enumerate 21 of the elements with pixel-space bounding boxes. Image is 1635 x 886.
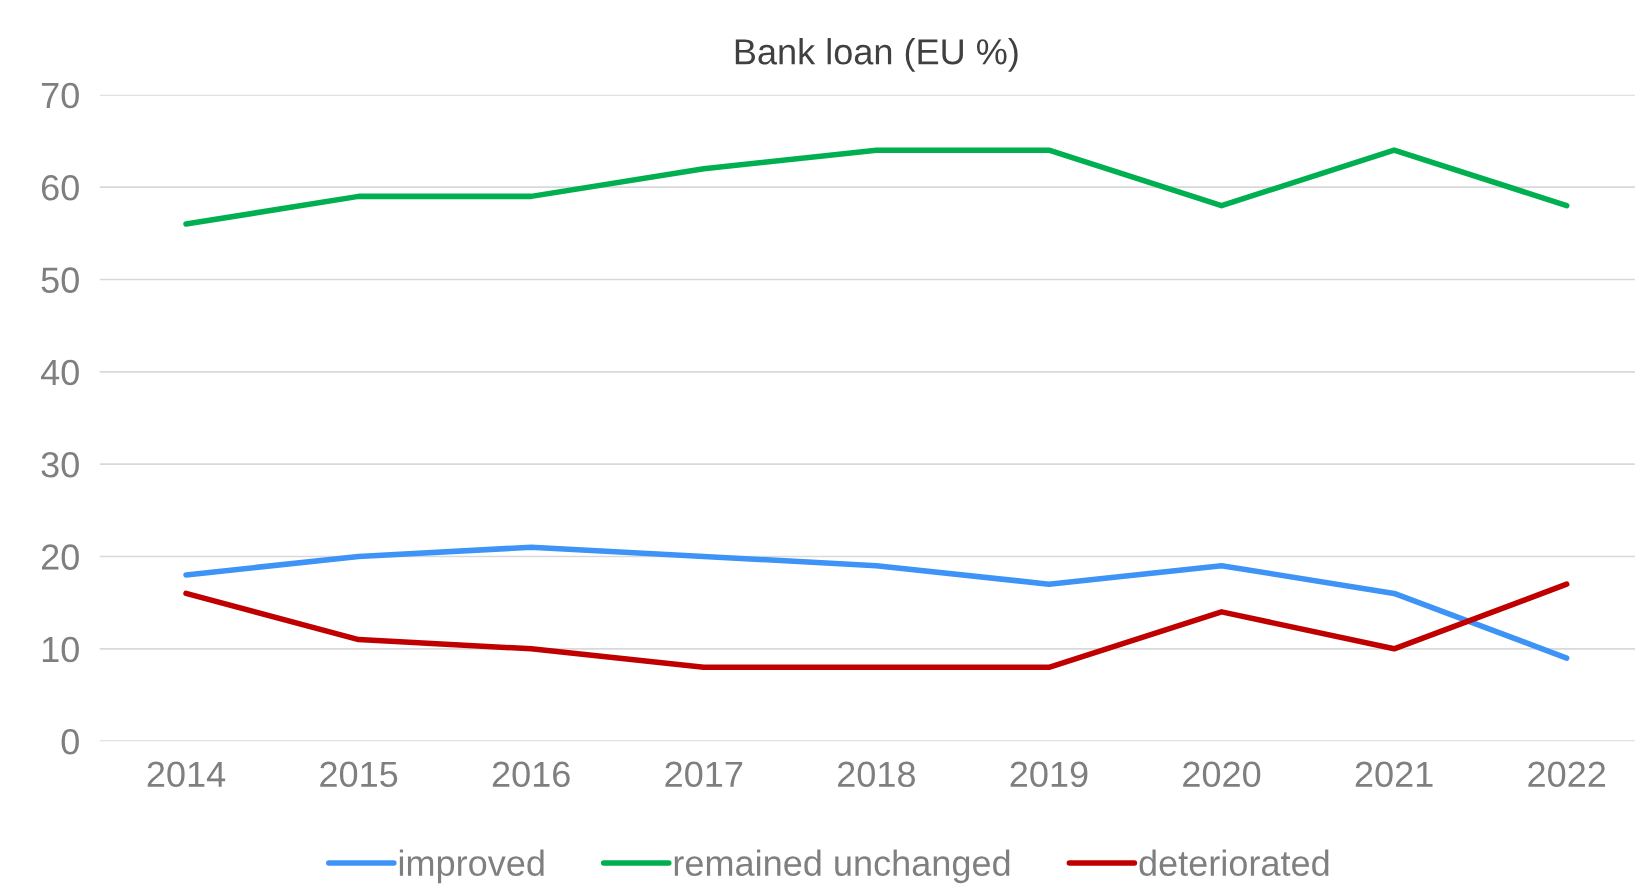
x-tick-label: 2017 — [665, 761, 743, 788]
x-tick-label: 2014 — [147, 761, 226, 788]
y-tick-label: 30 — [41, 452, 79, 478]
x-tick-label: 2020 — [1183, 761, 1261, 788]
x-tick-label: 2022 — [1528, 761, 1606, 788]
y-tick-label: 10 — [42, 636, 79, 663]
chart-title: Bank loan (EU %) — [735, 38, 1018, 72]
x-tick-label: 2021 — [1355, 761, 1433, 788]
legend-label: remained unchanged — [674, 849, 1010, 884]
legend-label: improved — [399, 849, 544, 884]
y-tick-label: 70 — [41, 82, 79, 109]
legend-label: deteriorated — [1139, 849, 1329, 877]
x-tick-label: 2016 — [492, 761, 570, 788]
x-tick-label: 2019 — [1010, 761, 1088, 788]
y-tick-label: 40 — [40, 359, 79, 386]
y-tick-label: 60 — [41, 175, 79, 201]
y-tick-label: 50 — [41, 267, 79, 293]
x-tick-label: 2015 — [320, 761, 398, 788]
x-tick-label: 2018 — [838, 761, 915, 788]
y-tick-label: 20 — [41, 544, 79, 570]
y-tick-label: 0 — [61, 729, 79, 755]
